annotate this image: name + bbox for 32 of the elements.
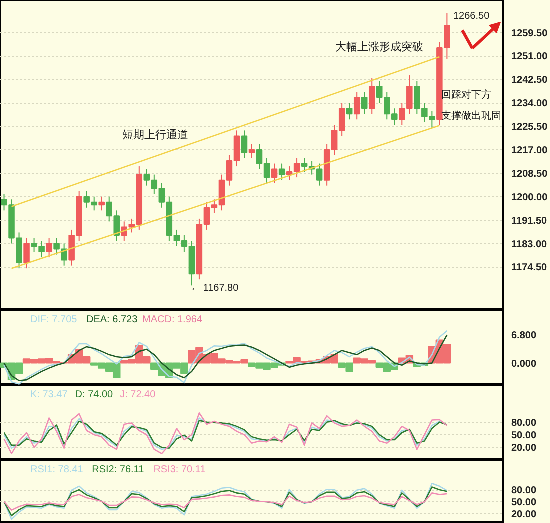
y-tick-label: 20.00 — [512, 509, 537, 520]
annotation: ← 1167.80 — [190, 283, 240, 294]
y-tick-label: 1259.50 — [512, 28, 548, 40]
y-tick-label: 80.00 — [512, 486, 537, 497]
y-tick-label: 1200.00 — [512, 192, 548, 204]
annotation: 大幅上涨形成突破 — [336, 40, 424, 54]
text: DEA: 6.723 — [86, 314, 138, 326]
y-tick-label: 1234.00 — [512, 98, 548, 110]
text: J: 72.40 — [120, 390, 156, 400]
y-tick-label: 0.000 — [512, 358, 537, 370]
y-tick-label: 1242.50 — [512, 75, 548, 86]
text: D: 74.00 — [75, 390, 114, 400]
y-tick-label: 1191.50 — [512, 216, 548, 227]
text: K: 73.47 — [30, 390, 68, 400]
y-tick-label: 1225.50 — [512, 122, 548, 134]
y-tick-label: 1217.00 — [512, 145, 548, 156]
text: MACD: 1.964 — [142, 314, 203, 326]
y-tick-label: 1183.00 — [512, 239, 548, 250]
annotation: 1266.50 — [454, 11, 490, 22]
annotation: 短期上行通道 — [122, 128, 188, 142]
y-tick-label: 50.00 — [512, 430, 537, 442]
y-tick-label: 1174.50 — [512, 262, 548, 274]
text: RSI3: 70.11 — [154, 464, 206, 476]
y-tick-label: 1208.50 — [512, 168, 548, 180]
series-label: DIF: 7.705 — [30, 314, 78, 326]
series-label: RSI1: 78.41 — [30, 464, 84, 476]
y-tick-label: 6.800 — [512, 330, 537, 342]
y-tick-label: 1251.00 — [512, 52, 548, 63]
series-label: RSI2: 76.11 — [92, 464, 145, 476]
y-tick-label: 80.00 — [512, 418, 537, 429]
y-tick-label: 50.00 — [512, 497, 537, 508]
y-tick-label: 20.00 — [512, 443, 537, 454]
